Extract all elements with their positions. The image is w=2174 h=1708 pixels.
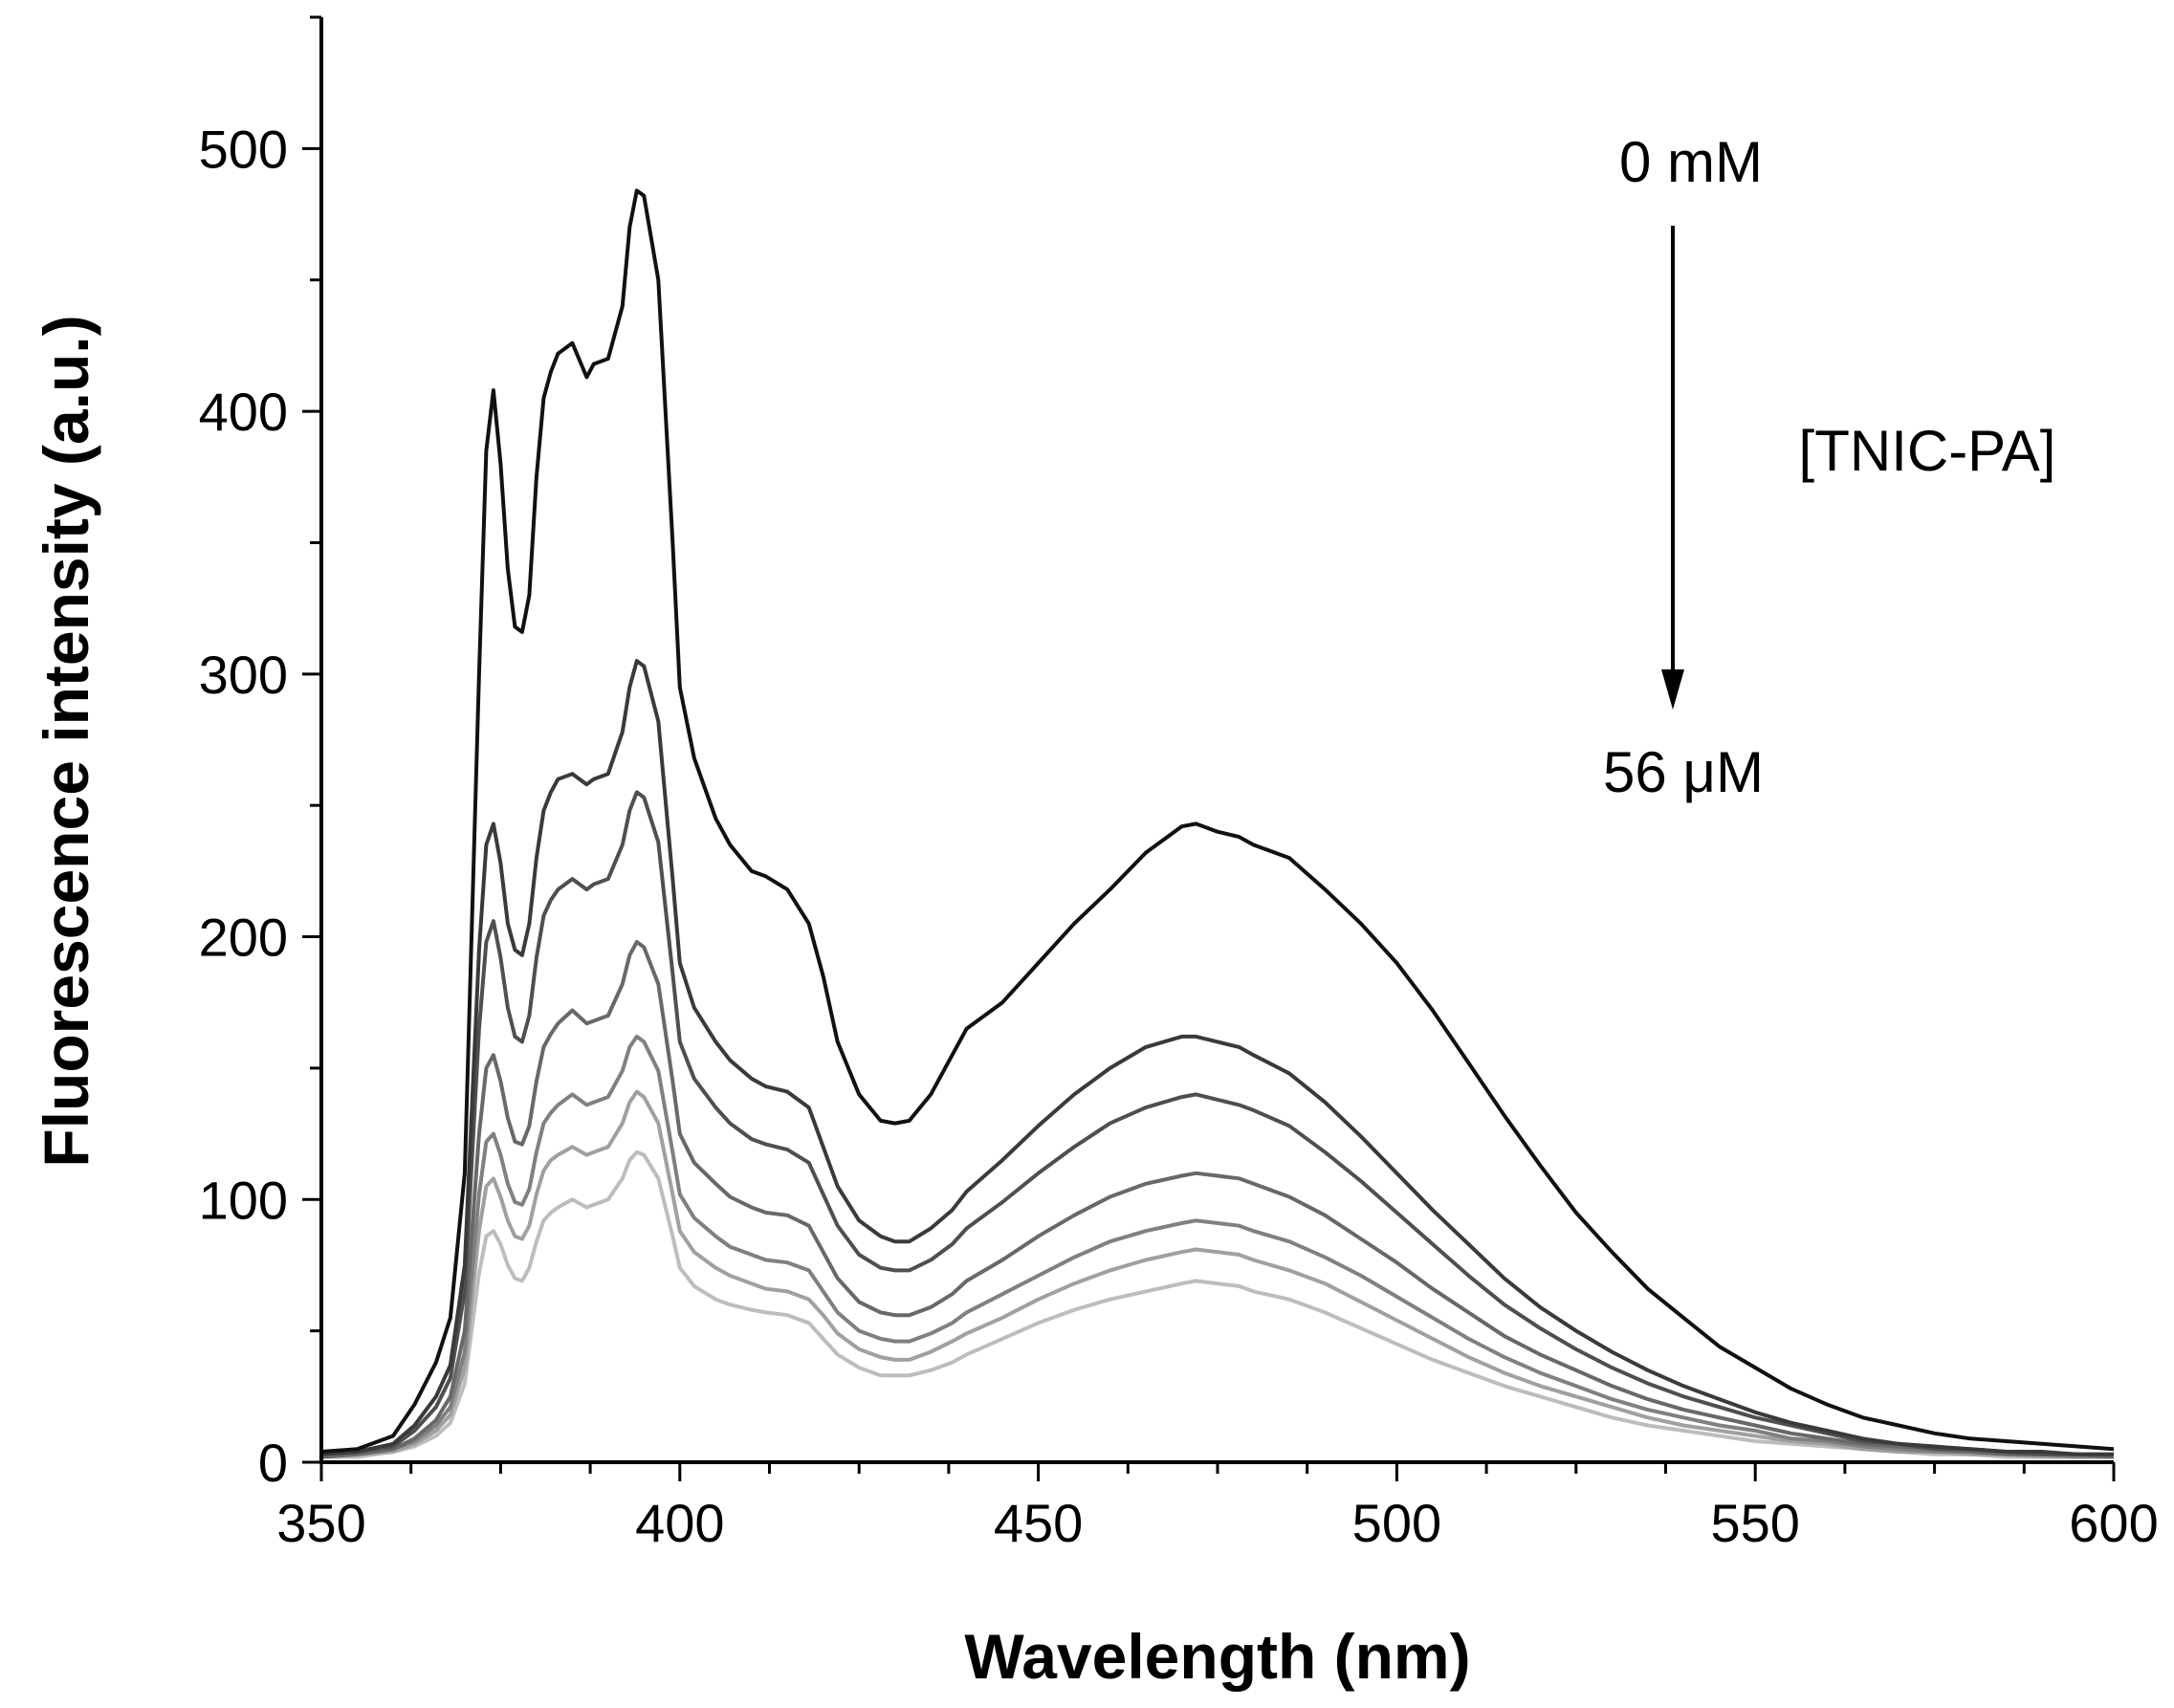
y-tick-label: 500 <box>199 119 288 179</box>
annotation-start: 0 mM <box>1619 130 1763 194</box>
series-line-7 <box>321 1150 2114 1459</box>
annotation-end: 56 μM <box>1603 740 1764 804</box>
series-line-1 <box>320 188 2115 1454</box>
axes <box>319 17 2114 1464</box>
y-tick-label: 0 <box>258 1433 288 1493</box>
series-line-5 <box>320 1034 2114 1459</box>
x-ticks: 350 400 450 500 550 600 <box>276 1462 2159 1553</box>
arrow-head <box>1661 669 1684 710</box>
x-tick-label: 600 <box>2069 1493 2158 1553</box>
series-line-4 <box>320 940 2115 1459</box>
series-line-6 <box>320 1089 2114 1459</box>
y-tick-label: 300 <box>199 645 288 705</box>
annotation-label: [TNIC-PA] <box>1799 419 2056 483</box>
series-line-3 <box>320 790 2114 1456</box>
x-tick-label: 550 <box>1710 1493 1799 1553</box>
series-line-2 <box>320 659 2114 1456</box>
y-axis-title: Fluorescence intensity (a.u.) <box>31 315 101 1167</box>
y-tick-label: 100 <box>199 1170 288 1230</box>
x-axis-title: Wavelength (nm) <box>964 1621 1470 1692</box>
x-tick-label: 400 <box>635 1493 724 1553</box>
y-tick-label: 400 <box>199 382 288 442</box>
x-tick-label: 350 <box>276 1493 365 1553</box>
y-tick-label: 200 <box>199 908 288 968</box>
x-tick-label: 450 <box>994 1493 1083 1553</box>
y-ticks: 0 100 200 300 400 500 <box>199 15 321 1493</box>
series-lines <box>320 188 2115 1459</box>
x-tick-label: 500 <box>1352 1493 1441 1553</box>
